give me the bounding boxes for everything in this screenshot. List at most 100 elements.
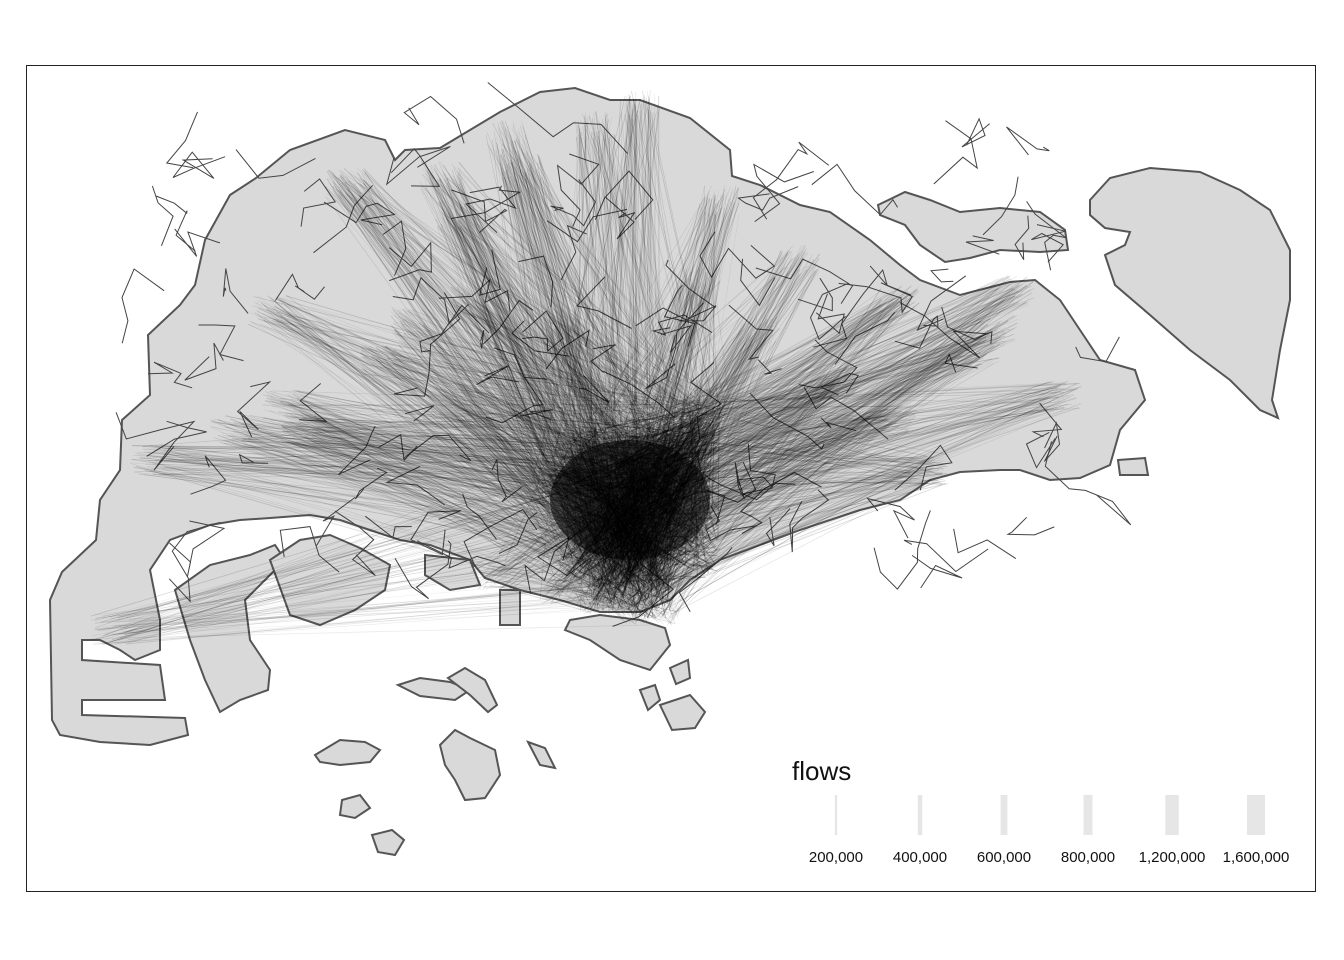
flow-line — [559, 314, 701, 472]
flow-line — [634, 388, 1078, 452]
subzone-border — [809, 282, 849, 341]
subzone-border — [594, 170, 654, 220]
flow-line — [167, 444, 677, 450]
subzone-border — [465, 186, 517, 233]
flow-line — [286, 437, 550, 474]
flow-line — [165, 456, 571, 477]
subzone-border — [944, 352, 978, 373]
island-south-9 — [638, 683, 662, 712]
subzone-border — [165, 111, 198, 169]
flow-line — [448, 215, 684, 440]
flow-line — [696, 304, 1030, 425]
flow-line — [645, 350, 987, 482]
island-south-1 — [499, 589, 521, 626]
flow-line — [674, 290, 1023, 419]
subzone-border — [982, 176, 1019, 236]
flow-line — [622, 405, 1077, 570]
flow-line — [680, 402, 943, 476]
flow-line — [556, 556, 623, 591]
flow-line — [511, 128, 682, 408]
flow-line — [435, 218, 577, 476]
subzone-border — [354, 467, 388, 500]
flow-line — [727, 257, 782, 441]
flow-line — [595, 111, 684, 403]
subzone-border — [198, 324, 244, 362]
island-south-11 — [658, 693, 707, 732]
flow-line — [563, 197, 711, 494]
subzone-border — [279, 526, 340, 573]
flow-line — [129, 550, 657, 631]
flow-line — [553, 98, 641, 456]
pulau-tekong — [1089, 166, 1291, 420]
subzone-border — [338, 425, 376, 476]
legend-swatch — [1165, 795, 1179, 835]
legend-label: 200,000 — [808, 849, 864, 866]
legend-label: 800,000 — [1060, 849, 1116, 866]
flow-line — [657, 202, 735, 447]
subzone-border — [556, 153, 600, 227]
subzone-border — [789, 489, 830, 553]
subzone-border — [274, 273, 325, 301]
flow-line — [398, 344, 635, 609]
flow-line — [300, 401, 666, 616]
flow-line — [641, 250, 802, 457]
subzone-border — [1075, 336, 1120, 363]
subzone-border — [334, 510, 376, 576]
flow-line — [384, 345, 715, 434]
subzone-border — [590, 344, 616, 373]
flow-line — [716, 395, 893, 423]
subzone-borders — [115, 82, 1132, 627]
flow-line — [504, 159, 707, 431]
subzone-border — [416, 540, 506, 569]
flow-line — [459, 413, 642, 598]
subzone-border — [385, 466, 446, 506]
flow-line — [665, 303, 1016, 477]
subzone-border — [299, 383, 328, 422]
flow-line — [267, 317, 700, 453]
flow-line — [706, 449, 930, 475]
flow-line — [711, 384, 836, 402]
flow-line — [485, 577, 633, 583]
jurong-island — [173, 543, 287, 714]
subzone-border — [838, 282, 913, 314]
subzone-border — [323, 201, 396, 226]
flow-line — [303, 416, 680, 440]
subzone-border — [172, 151, 226, 179]
island-south-7 — [338, 793, 372, 820]
flow-line — [646, 480, 941, 590]
flow-line — [391, 362, 661, 454]
flow-line — [493, 130, 535, 480]
flow-line — [715, 432, 949, 465]
flow-line — [657, 250, 789, 489]
subzone-border — [734, 462, 773, 500]
subzone-border — [236, 381, 272, 438]
subzone-border — [665, 259, 716, 309]
subzone-border — [393, 292, 461, 397]
subzone-border — [911, 554, 963, 589]
subzone-border — [740, 258, 776, 307]
flow-line — [634, 262, 802, 624]
subzone-border — [752, 141, 830, 220]
subzone-border — [757, 359, 782, 375]
subzone-border — [797, 277, 833, 312]
flow-line — [371, 357, 590, 459]
flow-line — [243, 394, 710, 436]
subzone-border — [483, 299, 534, 345]
flow-line — [609, 118, 632, 496]
flow-line — [212, 421, 627, 584]
island-south-8 — [370, 828, 406, 857]
subzone-border — [1006, 126, 1050, 156]
flow-line — [446, 179, 618, 499]
flow-line — [392, 350, 651, 439]
subzone-border — [410, 510, 462, 556]
flow-line — [438, 412, 582, 574]
flow-line — [680, 335, 983, 426]
flow-line — [631, 385, 1083, 607]
island-south-10 — [668, 658, 692, 686]
flow-line — [147, 467, 633, 535]
flow-line — [678, 343, 961, 451]
subzone-border — [238, 453, 269, 464]
flow-line — [358, 191, 701, 457]
flow-line — [369, 348, 727, 438]
flow-line — [707, 471, 922, 473]
